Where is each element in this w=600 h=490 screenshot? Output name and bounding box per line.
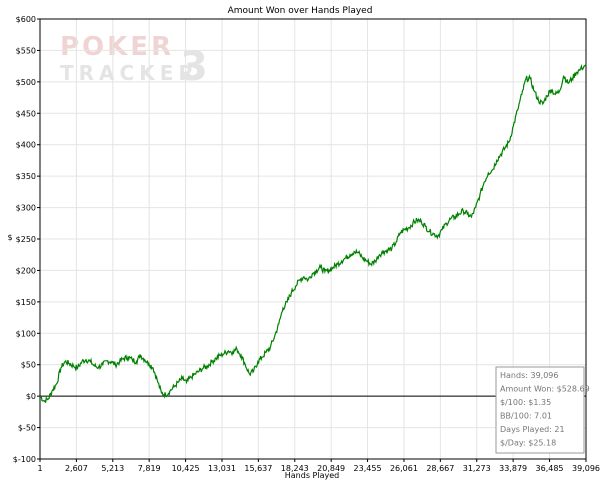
y-tick-label: $450 [16, 109, 36, 118]
x-tick-label: 13,031 [208, 464, 236, 473]
x-tick-label: 18,243 [281, 464, 309, 473]
y-tick-label: $150 [16, 298, 36, 307]
y-tick-label: $350 [16, 172, 36, 181]
x-tick-label: 5,213 [101, 464, 124, 473]
amount-won-line [39, 63, 587, 403]
stats-box-background [495, 366, 585, 454]
stats-line: BB/100: 7.01 [500, 412, 552, 421]
x-tick-label: 1 [37, 464, 42, 473]
x-tick-label: 10,425 [172, 464, 200, 473]
stats-box: Hands: 39,096 Amount Won: $528.69 $/100: $… [495, 366, 590, 454]
y-tick-label: $300 [16, 204, 36, 213]
y-tick-label: $600 [16, 15, 36, 24]
x-tick-label: 2,607 [65, 464, 88, 473]
x-tick-label: 39,096 [572, 464, 600, 473]
poker-tracker-watermark: POKER TRACKER 3 [60, 32, 208, 90]
y-tick-label: $550 [16, 46, 36, 55]
y-tick-label: $200 [16, 266, 36, 275]
x-tick-label: 36,485 [536, 464, 564, 473]
x-tick-label: 20,849 [317, 464, 345, 473]
x-tick-label: 33,879 [499, 464, 527, 473]
x-axis-ticks: 1 2,607 5,213 7,819 10,425 13,031 15,637 18,243… [37, 459, 600, 473]
y-tick-label: $100 [16, 329, 36, 338]
stats-line: Hands: 39,096 [500, 371, 558, 380]
y-tick-label: $50 [21, 361, 36, 370]
x-tick-label: 28,667 [426, 464, 454, 473]
stats-line: $/100: $1.35 [500, 398, 551, 407]
x-tick-label: 23,455 [354, 464, 382, 473]
y-tick-label: $-50 [18, 424, 36, 433]
x-tick-label: 26,061 [390, 464, 418, 473]
chart-title: Amount Won over Hands Played [228, 6, 373, 16]
y-tick-label: $500 [16, 78, 36, 87]
x-tick-label: 15,637 [244, 464, 272, 473]
y-tick-label: $0 [26, 392, 36, 401]
svg-text:TRACKER: TRACKER [60, 61, 199, 85]
stats-line: Amount Won: $528.69 [500, 385, 590, 394]
x-axis-label: Hands Played [285, 471, 339, 480]
stats-line: $/Day: $25.18 [500, 439, 556, 448]
x-tick-label: 31,273 [463, 464, 491, 473]
y-tick-label: $250 [16, 235, 36, 244]
stats-line: Days Played: 21 [500, 425, 565, 434]
y-tick-label: $-100 [13, 455, 36, 464]
x-tick-label: 7,819 [138, 464, 161, 473]
y-axis-ticks: $600 $550 $500 $450 $400 $350 $300 $250 $200 $150… [13, 15, 40, 464]
svg-text:POKER: POKER [60, 32, 174, 62]
y-tick-label: $400 [16, 141, 36, 150]
y-axis-label: $ [7, 233, 12, 242]
